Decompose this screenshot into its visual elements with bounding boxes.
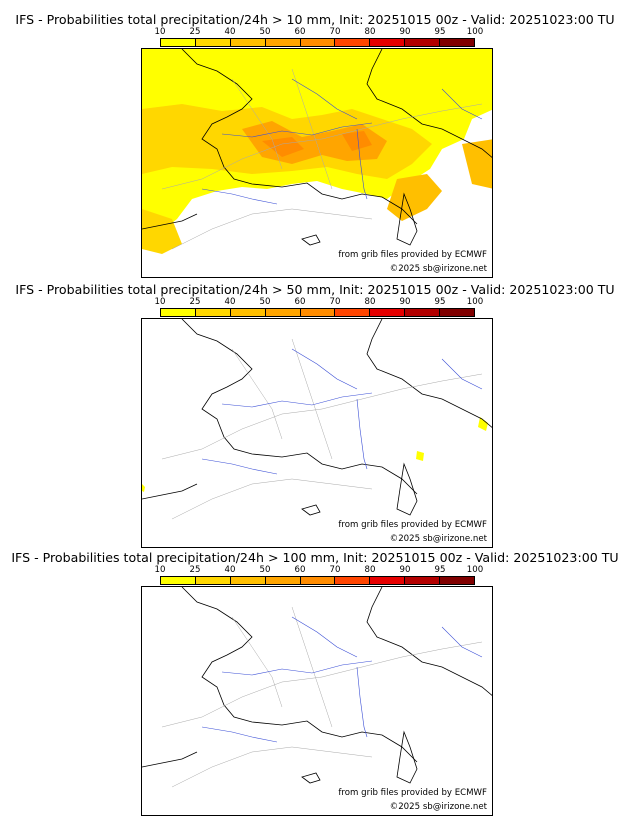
colorbar-swatch <box>265 309 301 316</box>
tick-label: 90 <box>399 27 411 37</box>
tick-label: 95 <box>434 297 446 307</box>
copyright-credit: ©2025 sb@irizone.net <box>388 534 488 544</box>
copyright-credit: ©2025 sb@irizone.net <box>388 264 488 274</box>
source-credit: from grib files provided by ECMWF <box>337 788 488 798</box>
tick-label: 90 <box>399 565 411 575</box>
tick-label: 80 <box>364 297 376 307</box>
prob-area-yellow <box>142 484 145 492</box>
coastlines <box>142 319 492 516</box>
rivers <box>201 78 483 205</box>
tick-label: 50 <box>259 297 271 307</box>
tick-label: 40 <box>224 27 236 37</box>
colorbar-swatch <box>230 309 266 316</box>
colorbar-swatch <box>300 309 336 316</box>
panel-title: IFS - Probabilities total precipitation/… <box>15 12 615 27</box>
colorbar-swatch <box>335 39 371 46</box>
tick-label: 25 <box>189 565 201 575</box>
colorbar-swatch <box>370 309 406 316</box>
map-frame: from grib files provided by ECMWF ©2025 … <box>141 48 493 278</box>
precip-map <box>142 49 492 254</box>
colorbar-swatch <box>161 39 196 46</box>
rivers <box>201 616 483 743</box>
prob-area-italy <box>387 174 442 221</box>
tick-label: 25 <box>189 297 201 307</box>
precip-map <box>142 319 492 520</box>
colorbar <box>160 308 475 317</box>
tick-label: 70 <box>329 565 341 575</box>
tick-label: 100 <box>466 297 484 307</box>
tick-label: 70 <box>329 27 341 37</box>
colorbar-swatch <box>440 577 475 584</box>
colorbar-swatch <box>195 577 231 584</box>
tick-label: 25 <box>189 27 201 37</box>
colorbar-swatch <box>405 39 441 46</box>
coastlines <box>142 49 492 246</box>
tick-label: 50 <box>259 27 271 37</box>
colorbar-swatch <box>405 309 441 316</box>
colorbar-swatch <box>265 39 301 46</box>
tick-label: 60 <box>294 27 306 37</box>
admin-borders <box>161 68 483 250</box>
admin-borders <box>161 606 483 788</box>
tick-label: 10 <box>154 27 166 37</box>
tick-label: 70 <box>329 297 341 307</box>
panel-title: IFS - Probabilities total precipitation/… <box>15 282 615 297</box>
source-credit: from grib files provided by ECMWF <box>337 250 488 260</box>
colorbar-swatch <box>335 309 371 316</box>
colorbar-swatch <box>440 39 475 46</box>
admin-borders <box>161 338 483 520</box>
tick-label: 40 <box>224 297 236 307</box>
prob-area-darkorange <box>262 131 372 157</box>
colorbar-swatch <box>230 577 266 584</box>
colorbar-swatch <box>405 577 441 584</box>
rivers <box>201 348 483 475</box>
colorbar-swatch <box>335 577 371 584</box>
precip-map <box>142 587 492 788</box>
source-credit: from grib files provided by ECMWF <box>337 520 488 530</box>
map-frame: from grib files provided by ECMWF ©2025 … <box>141 318 493 548</box>
colorbar-swatch <box>195 309 231 316</box>
tick-label: 100 <box>466 27 484 37</box>
colorbar-swatch <box>265 577 301 584</box>
prob-area-adriatic <box>462 139 492 189</box>
tick-label: 95 <box>434 565 446 575</box>
tick-label: 95 <box>434 27 446 37</box>
prob-area-yellow <box>416 451 424 461</box>
colorbar-swatch <box>230 39 266 46</box>
tick-label: 10 <box>154 297 166 307</box>
tick-label: 60 <box>294 297 306 307</box>
colorbar-swatch <box>300 577 336 584</box>
tick-label: 10 <box>154 565 166 575</box>
colorbar-ticks: 10 25 40 50 60 70 80 90 95 100 <box>155 565 484 576</box>
colorbar <box>160 38 475 47</box>
tick-label: 90 <box>399 297 411 307</box>
colorbar-swatch <box>195 39 231 46</box>
colorbar-ticks: 10 25 40 50 60 70 80 90 95 100 <box>155 297 484 308</box>
colorbar-swatch <box>370 577 406 584</box>
copyright-credit: ©2025 sb@irizone.net <box>388 802 488 812</box>
colorbar-swatch <box>300 39 336 46</box>
colorbar-swatch <box>161 309 196 316</box>
prob-area-iberia <box>142 209 182 254</box>
colorbar-ticks: 10 25 40 50 60 70 80 90 95 100 <box>155 27 484 38</box>
colorbar-swatch <box>161 577 196 584</box>
colorbar <box>160 576 475 585</box>
panel-title: IFS - Probabilities total precipitation/… <box>11 550 619 565</box>
panel-50mm: IFS - Probabilities total precipitation/… <box>0 282 630 550</box>
tick-label: 50 <box>259 565 271 575</box>
tick-label: 80 <box>364 565 376 575</box>
tick-label: 60 <box>294 565 306 575</box>
panel-10mm: IFS - Probabilities total precipitation/… <box>0 12 630 280</box>
panel-100mm: IFS - Probabilities total precipitation/… <box>0 550 630 818</box>
tick-label: 100 <box>466 565 484 575</box>
prob-area-yellow <box>478 417 488 431</box>
colorbar-swatch <box>440 309 475 316</box>
tick-label: 80 <box>364 27 376 37</box>
colorbar-swatch <box>370 39 406 46</box>
coastlines <box>142 587 492 784</box>
map-frame: from grib files provided by ECMWF ©2025 … <box>141 586 493 816</box>
tick-label: 40 <box>224 565 236 575</box>
